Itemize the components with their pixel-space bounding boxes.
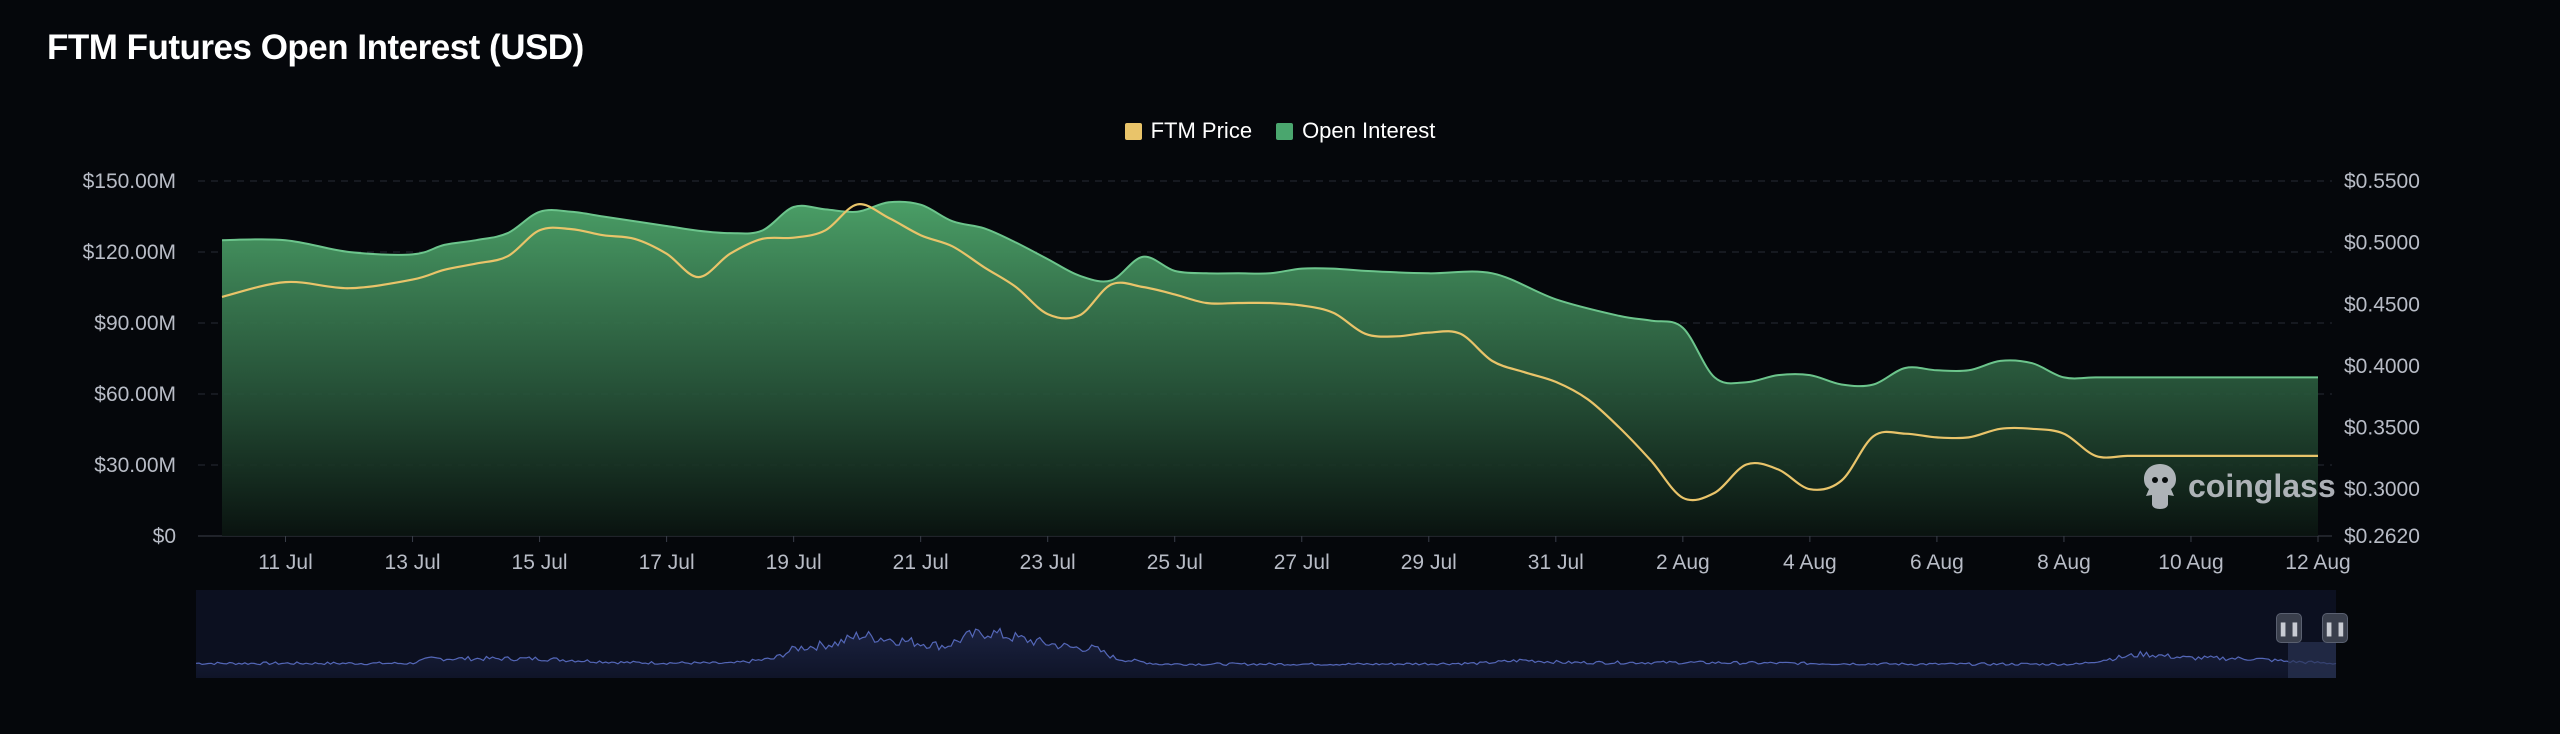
x-tick-label: 8 Aug bbox=[2037, 551, 2091, 574]
x-tick-label: 21 Jul bbox=[893, 551, 949, 574]
page-title: FTM Futures Open Interest (USD) bbox=[47, 28, 584, 67]
navigator-series-line bbox=[195, 627, 2337, 667]
x-tick-label: 19 Jul bbox=[766, 551, 822, 574]
legend-swatch-ftm-price bbox=[1124, 122, 1142, 140]
navigator-selected-range bbox=[2288, 642, 2336, 678]
ftm-price-series-line bbox=[221, 203, 2318, 502]
navigator[interactable] bbox=[195, 590, 2337, 678]
navigator-end-handle[interactable]: ❚❚ bbox=[2322, 613, 2348, 643]
x-tick-label: 25 Jul bbox=[1147, 551, 1203, 574]
x-tick-label: 11 Jul bbox=[258, 551, 312, 574]
x-tick-label: 12 Aug bbox=[2285, 551, 2350, 574]
left-y-axis: $0 $30.00M $60.00M $90.00M $120.00M $150.00M bbox=[83, 170, 176, 548]
left-y-tick-label: $30.00M bbox=[94, 454, 176, 477]
x-tick-label: 4 Aug bbox=[1783, 551, 1837, 574]
right-y-axis: $0.2620 $0.3000 $0.3500 $0.4000 $0.4500 $0.50… bbox=[2344, 170, 2420, 548]
right-y-tick-label: $0.4500 bbox=[2344, 293, 2420, 316]
x-tick-label: 31 Jul bbox=[1528, 551, 1584, 574]
right-y-tick-label: $0.3000 bbox=[2344, 478, 2420, 501]
x-tick-label: 2 Aug bbox=[1656, 551, 1710, 574]
legend-label-ftm-price: FTM Price bbox=[1150, 118, 1253, 143]
open-interest-area-line bbox=[221, 200, 2318, 388]
x-tick-label: 10 Aug bbox=[2158, 551, 2223, 574]
left-y-tick-label: $60.00M bbox=[94, 383, 176, 406]
right-y-tick-label: $0.4000 bbox=[2344, 355, 2420, 378]
navigator-start-handle[interactable]: ❚❚ bbox=[2276, 613, 2302, 643]
x-tick-label: 13 Jul bbox=[385, 551, 441, 574]
right-y-tick-label: $0.3500 bbox=[2344, 417, 2420, 440]
x-tick-label: 29 Jul bbox=[1401, 551, 1457, 574]
left-y-tick-label: $0 bbox=[153, 525, 176, 548]
legend-label-open-interest: Open Interest bbox=[1302, 118, 1436, 143]
left-y-tick-label: $90.00M bbox=[94, 312, 176, 335]
x-tick-label: 17 Jul bbox=[639, 551, 695, 574]
ftm-price-line bbox=[221, 203, 2318, 502]
right-y-tick-label: $0.5000 bbox=[2344, 232, 2420, 255]
left-y-tick-label: $150.00M bbox=[83, 170, 176, 193]
x-tick-label: 15 Jul bbox=[512, 551, 568, 574]
coinglass-watermark: coinglass bbox=[2140, 462, 2336, 510]
right-y-tick-label: $0.5500 bbox=[2344, 170, 2420, 193]
legend-item-open-interest[interactable]: Open Interest bbox=[1276, 118, 1435, 144]
x-tick-label: 23 Jul bbox=[1020, 551, 1076, 574]
left-y-tick-label: $120.00M bbox=[83, 241, 176, 264]
x-axis: 11 Jul 13 Jul 15 Jul 17 Jul 19 Jul 21 Jul 23 J… bbox=[258, 536, 2351, 574]
x-tick-label: 27 Jul bbox=[1274, 551, 1330, 574]
open-interest-area bbox=[221, 200, 2318, 536]
navigator-series-fill bbox=[196, 628, 2336, 678]
open-interest-area-fill bbox=[222, 201, 2318, 536]
coinglass-logo-icon bbox=[2144, 464, 2176, 509]
chart-legend: FTM Price Open Interest bbox=[0, 118, 2560, 144]
watermark-text: coinglass bbox=[2188, 467, 2336, 504]
legend-swatch-open-interest bbox=[1276, 122, 1294, 140]
right-y-tick-label: $0.2620 bbox=[2344, 525, 2420, 548]
legend-item-ftm-price[interactable]: FTM Price bbox=[1124, 118, 1253, 144]
x-tick-label: 6 Aug bbox=[1910, 551, 1964, 574]
